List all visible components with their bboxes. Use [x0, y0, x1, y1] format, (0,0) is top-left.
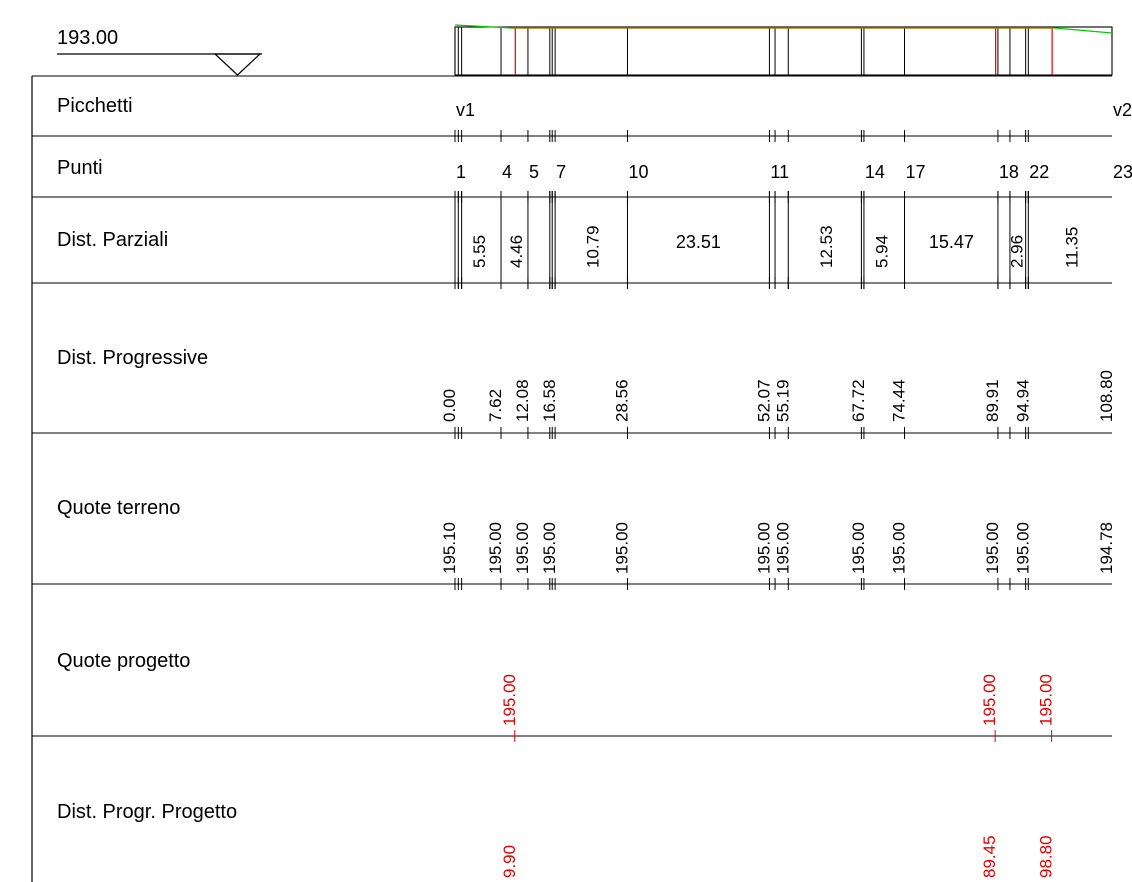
punto-label: 14 — [865, 162, 885, 182]
progressive-value: 12.08 — [513, 379, 532, 422]
terreno-value: 195.00 — [983, 522, 1002, 574]
punto-label: 11 — [770, 162, 789, 182]
row-label-punti: Punti — [57, 157, 103, 179]
terreno-value: 195.10 — [440, 522, 459, 574]
table-values: v1 v21 4 5 7 10 11 14 17 18 22 235.55 4.46 10.79 23.51… — [440, 100, 1132, 878]
progressive-value: 55.19 — [773, 379, 792, 422]
parziale-value: 12.53 — [817, 225, 836, 268]
punto-label: 18 — [999, 162, 1019, 182]
row-labels: Picchetti Punti Dist. Parziali Dist. Pro… — [57, 95, 237, 823]
punto-label: 22 — [1029, 162, 1049, 182]
progressive-value: 0.00 — [440, 389, 459, 422]
progressive-value: 7.62 — [486, 389, 505, 422]
picchetto-label: v1 — [456, 100, 475, 120]
prog-progetto-value: 89.45 — [980, 835, 999, 878]
datum-reference: 193.00 — [57, 27, 262, 76]
progressive-value: 52.07 — [754, 379, 773, 422]
progetto-value: 195.00 — [1037, 674, 1056, 726]
profile-verticals — [454, 27, 1053, 75]
progressive-value: 67.72 — [849, 379, 868, 422]
row-label-picchetti: Picchetti — [57, 95, 133, 117]
parziale-value: 10.79 — [583, 225, 602, 268]
row-label-parziali: Dist. Parziali — [57, 229, 168, 251]
progressive-value: 16.58 — [540, 379, 559, 422]
terreno-value: 195.00 — [849, 522, 868, 574]
datum-value: 193.00 — [57, 27, 118, 49]
punto-label: 7 — [556, 162, 566, 182]
parziale-value: 5.55 — [470, 235, 489, 268]
parziale-value: 23.51 — [676, 232, 721, 252]
parziale-value: 4.46 — [507, 235, 526, 268]
punto-label: 5 — [529, 162, 539, 182]
punto-label: 4 — [502, 162, 512, 182]
punto-label: 1 — [456, 162, 466, 182]
terreno-value: 195.00 — [773, 522, 792, 574]
parziale-value: 11.35 — [1062, 227, 1081, 268]
terreno-value: 195.00 — [754, 522, 773, 574]
punto-label: 17 — [906, 162, 926, 182]
row-label-terreno: Quote terreno — [57, 497, 180, 519]
terreno-value: 194.78 — [1097, 522, 1116, 574]
punto-label: 10 — [628, 162, 648, 182]
terreno-value: 195.00 — [890, 522, 909, 574]
progressive-value: 108.80 — [1097, 370, 1116, 422]
progressive-value: 74.44 — [890, 379, 909, 422]
prog-progetto-value: 9.90 — [500, 845, 519, 878]
progetto-value: 195.00 — [980, 674, 999, 726]
progressive-value: 94.94 — [1013, 379, 1032, 422]
punto-label: 23 — [1113, 162, 1132, 182]
datum-triangle-icon — [213, 53, 262, 76]
progressive-value: 89.91 — [983, 379, 1002, 422]
parziale-value: 2.96 — [1007, 235, 1026, 268]
terreno-value: 195.00 — [486, 522, 505, 574]
row-label-progetto: Quote progetto — [57, 650, 190, 672]
terreno-value: 195.00 — [513, 522, 532, 574]
profile-frame — [454, 26, 1113, 76]
prog-progetto-value: 98.80 — [1037, 835, 1056, 878]
terrain-line — [454, 24, 1113, 34]
picchetto-label: v2 — [1113, 100, 1132, 120]
profile-band — [454, 24, 1113, 76]
table-grid — [31, 75, 1112, 882]
progetto-value: 195.00 — [500, 674, 519, 726]
terreno-value: 195.00 — [612, 522, 631, 574]
row-label-progressive: Dist. Progressive — [57, 347, 208, 369]
row-label-prog-progetto: Dist. Progr. Progetto — [57, 801, 237, 823]
parziale-value: 15.47 — [929, 232, 974, 252]
parziale-value: 5.94 — [873, 235, 892, 268]
terreno-value: 195.00 — [1013, 522, 1032, 574]
progressive-value: 28.56 — [612, 379, 631, 422]
terreno-value: 195.00 — [540, 522, 559, 574]
